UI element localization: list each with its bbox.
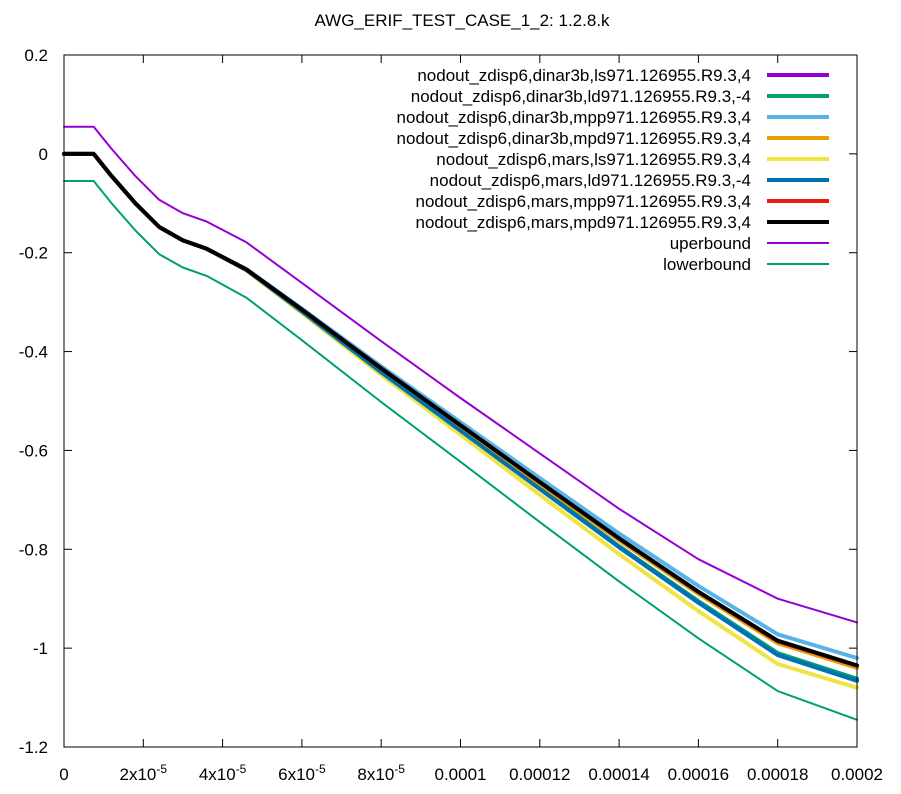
x-tick-label-8: 0.00016: [668, 765, 729, 784]
x-tick-label-0: 0: [59, 765, 68, 784]
series-layer: [62, 125, 859, 721]
x-tick-label-3: 6x10-5: [278, 762, 326, 784]
legend-label-7: nodout_zdisp6,mars,mpd971.126955.R9.3,4: [415, 213, 751, 232]
chart-title: AWG_ERIF_TEST_CASE_1_2: 1.2.8.k: [314, 11, 610, 30]
x-tick-label-5: 0.0001: [435, 765, 487, 784]
legend-label-5: nodout_zdisp6,mars,ld971.126955.R9.3,-4: [430, 171, 751, 190]
x-tick-label-9: 0.00018: [747, 765, 808, 784]
legend: nodout_zdisp6,dinar3b,ls971.126955.R9.3,…: [397, 66, 829, 274]
x-tick-label-4: 8x10-5: [357, 762, 405, 784]
legend-label-9: lowerbound: [663, 255, 751, 274]
legend-label-1: nodout_zdisp6,dinar3b,ld971.126955.R9.3,…: [411, 87, 751, 106]
y-tick-label-4: -0.6: [19, 441, 48, 460]
series-line-8: [63, 125, 858, 624]
x-tick-label-7: 0.00014: [588, 765, 649, 784]
y-tick-label-6: -1: [33, 639, 48, 658]
x-tick-exponent-1: -5: [156, 762, 167, 776]
x-tick-label-2: 4x10-5: [199, 762, 247, 784]
y-tick-label-7: -1.2: [19, 738, 48, 757]
x-tick-label-10: 0.0002: [831, 765, 883, 784]
y-tick-label-2: -0.2: [19, 244, 48, 263]
legend-label-8: uperbound: [670, 234, 751, 253]
axis-layer: 0.2 0 -0.2 -0.4 -0.6 -0.8 -1 -1.2 0 2x10-5 4x10-5 6…: [19, 46, 883, 784]
series-line-7: [62, 151, 859, 668]
legend-label-3: nodout_zdisp6,dinar3b,mpd971.126955.R9.3…: [397, 129, 751, 148]
legend-label-2: nodout_zdisp6,dinar3b,mpp971.126955.R9.3…: [397, 108, 751, 127]
legend-label-4: nodout_zdisp6,mars,ls971.126955.R9.3,4: [436, 150, 751, 169]
y-tick-label-1: 0: [39, 145, 48, 164]
legend-label-6: nodout_zdisp6,mars,mpp971.126955.R9.3,4: [415, 192, 751, 211]
x-tick-exponent-3: -5: [315, 762, 326, 776]
y-tick-label-0: 0.2: [24, 46, 48, 65]
x-tick-exponent-4: -5: [394, 762, 405, 776]
series-line-9: [63, 180, 858, 721]
legend-label-0: nodout_zdisp6,dinar3b,ls971.126955.R9.3,…: [417, 66, 751, 85]
y-tick-label-5: -0.8: [19, 540, 48, 559]
y-tick-label-3: -0.4: [19, 343, 48, 362]
x-tick-label-6: 0.00012: [509, 765, 570, 784]
x-tick-exponent-2: -5: [236, 762, 247, 776]
x-tick-label-1: 2x10-5: [120, 762, 168, 784]
